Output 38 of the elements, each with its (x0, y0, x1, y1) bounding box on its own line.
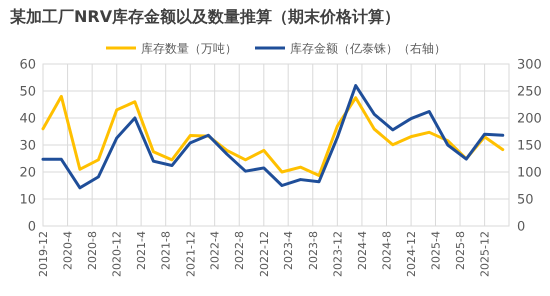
line-series (42, 84, 504, 190)
y-tick-label: 20 (19, 166, 36, 180)
x-tick-label: 2023-4 (282, 231, 296, 270)
x-tick-label: 2021-8 (160, 231, 173, 270)
x-tick-label: 2024-4 (356, 231, 369, 270)
x-tick-label: 2023-8 (306, 231, 320, 270)
x-tick-label: 2022-12 (258, 231, 271, 277)
y2-tick-label: 100 (517, 166, 542, 180)
line-series (42, 94, 504, 178)
y-tick-label: 30 (19, 138, 36, 154)
x-tick-label: 2025-8 (454, 231, 468, 270)
y-tick-label: 40 (19, 112, 36, 126)
x-tick-label: 2024-12 (405, 231, 418, 277)
x-tick-label: 2024-8 (380, 231, 394, 270)
x-tick-label: 2022-8 (233, 231, 246, 270)
x-tick-label: 2023-12 (331, 231, 344, 277)
y2-tick-label: 150 (517, 138, 542, 154)
y2-tick-label: 0 (517, 220, 526, 234)
y-tick-label: 10 (19, 192, 36, 208)
y-tick-label: 60 (19, 58, 36, 72)
x-tick-label: 2019-12 (37, 231, 50, 277)
legend-label: 库存金额（亿泰铢）（右轴） (290, 42, 446, 56)
y-tick-label: 50 (19, 84, 36, 100)
x-tick-label: 2025-4 (429, 231, 442, 270)
y-tick-label: 0 (28, 220, 36, 234)
x-tick-label: 2020-4 (62, 231, 75, 270)
chart-title: 某加工厂NRV库存金额以及数量推算（期末价格计算） (9, 7, 400, 26)
x-tick-label: 2021-4 (135, 231, 148, 270)
x-tick-label: 2025-12 (478, 231, 492, 277)
x-tick-label: 2020-12 (110, 231, 124, 277)
x-tick-label: 2020-8 (86, 231, 100, 270)
x-tick-label: 2022-4 (208, 231, 222, 270)
y2-tick-label: 250 (517, 84, 542, 100)
y2-tick-label: 300 (517, 58, 542, 72)
legend-label: 库存数量（万吨） (141, 42, 237, 56)
x-tick-label: 2021-12 (184, 231, 198, 277)
y2-tick-label: 200 (517, 112, 542, 126)
y2-tick-label: 50 (517, 192, 534, 208)
